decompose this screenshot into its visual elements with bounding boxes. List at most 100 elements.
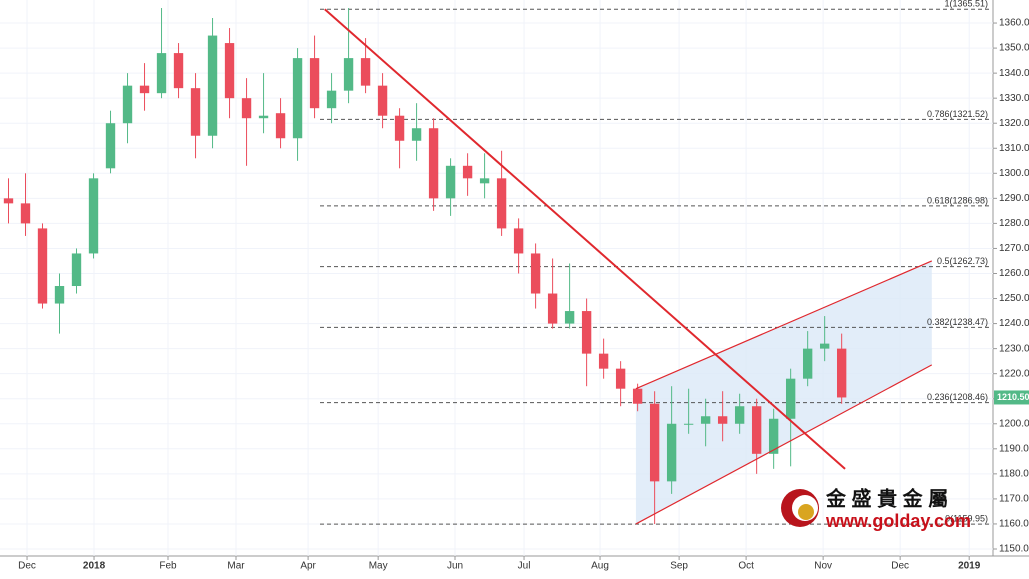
y-tick-label: 1300.00 xyxy=(999,168,1029,179)
candle-body xyxy=(37,228,48,304)
y-tick-label: 1310.00 xyxy=(999,143,1029,154)
x-tick-label: 2019 xyxy=(958,561,981,572)
candle-body xyxy=(428,128,439,199)
brand-url: www.golday.com xyxy=(825,511,971,531)
candle-body xyxy=(785,378,796,419)
candle-body xyxy=(343,58,354,91)
last-price-box xyxy=(994,390,1029,405)
candle-body xyxy=(20,203,31,224)
candle-body xyxy=(394,115,405,141)
y-tick-label: 1360.00 xyxy=(999,18,1029,29)
fib-label: 0.382(1238.47) xyxy=(927,317,988,327)
candle-body xyxy=(88,178,99,254)
x-tick-label: Nov xyxy=(814,561,832,572)
candle-body xyxy=(54,286,65,304)
trend-line xyxy=(324,8,846,470)
candle-body xyxy=(241,98,252,119)
candle-body xyxy=(479,178,490,184)
candle-body xyxy=(547,293,558,324)
x-tick-label: Mar xyxy=(227,561,245,572)
y-tick-label: 1220.00 xyxy=(999,368,1029,379)
x-tick-label: Dec xyxy=(18,561,36,572)
y-tick-label: 1150.00 xyxy=(999,544,1029,555)
candle-body xyxy=(683,423,694,425)
channel-area xyxy=(635,260,932,524)
y-tick-label: 1260.00 xyxy=(999,268,1029,279)
y-tick-label: 1230.00 xyxy=(999,343,1029,354)
y-tick-label: 1280.00 xyxy=(999,218,1029,229)
candle-body xyxy=(156,53,167,94)
y-tick-label: 1340.00 xyxy=(999,68,1029,79)
candle-body xyxy=(530,253,541,294)
candle-body xyxy=(190,88,201,136)
y-tick-label: 1170.00 xyxy=(999,494,1029,505)
candle-body xyxy=(309,58,320,109)
x-tick-label: 2018 xyxy=(83,561,106,572)
y-tick-label: 1240.00 xyxy=(999,318,1029,329)
last-price-label: 1210.50 xyxy=(997,392,1029,402)
candle-body xyxy=(598,353,609,369)
candle-body xyxy=(836,348,847,398)
y-tick-label: 1190.00 xyxy=(999,443,1029,454)
fib-label: 0.236(1208.46) xyxy=(927,392,988,402)
x-tick-label: May xyxy=(369,561,388,572)
x-tick-label: Aug xyxy=(591,561,609,572)
fib-label: 1(1365.51) xyxy=(944,0,988,9)
candle-body xyxy=(411,128,422,141)
brand-name: 金 盛 貴 金 屬 xyxy=(825,486,948,510)
x-tick-label: Oct xyxy=(738,561,754,572)
candle-body xyxy=(122,85,133,124)
y-tick-label: 1180.00 xyxy=(999,468,1029,479)
x-tick-label: Dec xyxy=(891,561,909,572)
candle-body xyxy=(819,343,830,349)
candle-body xyxy=(139,85,150,94)
candle-body xyxy=(615,368,626,389)
x-tick-label: Jul xyxy=(518,561,531,572)
y-tick-label: 1200.00 xyxy=(999,418,1029,429)
x-tick-label: Jun xyxy=(447,561,463,572)
candle-body xyxy=(700,416,711,424)
candle-body xyxy=(496,178,507,229)
x-tick-label: Sep xyxy=(670,561,688,572)
candle-body xyxy=(377,85,388,116)
candle-body xyxy=(649,403,660,482)
candle-body xyxy=(632,388,643,404)
y-tick-label: 1270.00 xyxy=(999,243,1029,254)
candle-body xyxy=(802,348,813,379)
y-tick-label: 1160.00 xyxy=(999,519,1029,530)
y-tick-label: 1250.00 xyxy=(999,293,1029,304)
candle-body xyxy=(326,90,337,109)
channel-line xyxy=(635,364,933,525)
candle-body xyxy=(666,423,677,482)
candle-body xyxy=(768,418,779,454)
fib-label: 0.5(1262.73) xyxy=(937,256,988,266)
fib-label: 0(1159.95) xyxy=(945,513,988,523)
candle-body xyxy=(275,113,286,139)
candle-body xyxy=(3,198,14,204)
candle-body xyxy=(224,43,235,99)
candle-body xyxy=(751,406,762,454)
candle-body xyxy=(105,123,116,169)
candle-body xyxy=(292,58,303,139)
candle-body xyxy=(71,253,82,287)
channel-line xyxy=(635,260,933,390)
candle-body xyxy=(360,58,371,86)
candle-body xyxy=(581,311,592,354)
candle-body xyxy=(734,406,745,424)
y-tick-label: 1350.00 xyxy=(999,43,1029,54)
candle-body xyxy=(564,311,575,324)
candle-body xyxy=(207,35,218,136)
candle-body xyxy=(462,165,473,179)
candle-body xyxy=(513,228,524,254)
x-tick-label: Feb xyxy=(159,561,177,572)
y-tick-label: 1330.00 xyxy=(999,93,1029,104)
candle-body xyxy=(258,115,269,119)
fib-label: 0.618(1286.98) xyxy=(927,195,988,205)
candle-body xyxy=(717,416,728,424)
y-tick-label: 1290.00 xyxy=(999,193,1029,204)
candle-body xyxy=(173,53,184,89)
y-tick-label: 1320.00 xyxy=(999,118,1029,129)
fib-label: 0.786(1321.52) xyxy=(927,109,988,119)
